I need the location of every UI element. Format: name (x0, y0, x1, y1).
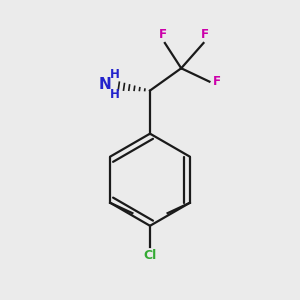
Text: F: F (159, 28, 167, 40)
Text: Cl: Cl (143, 249, 157, 262)
Text: F: F (212, 74, 220, 88)
Text: F: F (201, 28, 209, 40)
Text: H: H (110, 88, 119, 101)
Text: N: N (99, 77, 111, 92)
Text: H: H (110, 68, 119, 81)
